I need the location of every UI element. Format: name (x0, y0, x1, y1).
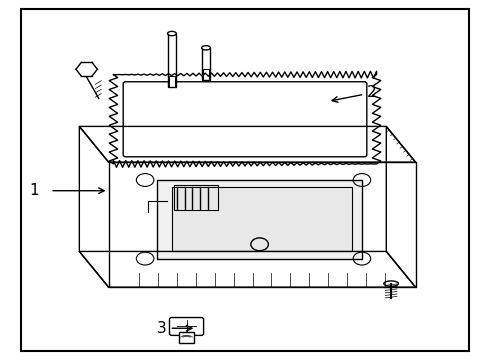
Ellipse shape (384, 281, 398, 286)
Text: 1: 1 (30, 183, 39, 198)
Text: 2: 2 (367, 85, 376, 100)
Ellipse shape (202, 46, 210, 50)
FancyBboxPatch shape (168, 33, 176, 87)
FancyBboxPatch shape (170, 318, 203, 336)
Text: 3: 3 (157, 321, 167, 336)
FancyBboxPatch shape (157, 180, 362, 258)
FancyBboxPatch shape (179, 332, 194, 342)
FancyBboxPatch shape (202, 48, 210, 80)
FancyBboxPatch shape (172, 187, 352, 251)
Ellipse shape (168, 31, 176, 36)
